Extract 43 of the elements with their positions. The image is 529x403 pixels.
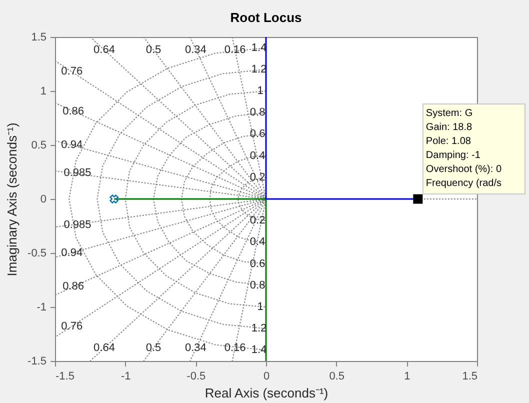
x-axis-title: Real Axis (seconds⁻¹) (204, 386, 328, 400)
annotation: 1 (257, 85, 264, 97)
annotation: 0.16 (224, 44, 246, 56)
x-tick-label: 1.5 (462, 370, 478, 382)
annotation: 0.16 (224, 342, 246, 354)
x-tick-label: -0.5 (186, 370, 206, 382)
annotation: 0.76 (61, 320, 83, 332)
annotation: 0.64 (94, 44, 115, 56)
x-tick-label: 1 (404, 370, 410, 382)
annotation: 0.76 (61, 66, 83, 78)
annotation: 0.5 (146, 342, 162, 354)
annotation: 0.985 (64, 167, 92, 180)
annotation: 0.8 (250, 106, 266, 119)
y-tick-label: 0.5 (31, 140, 46, 152)
annotation: 0.4 (250, 236, 266, 248)
annotation: 0.64 (94, 342, 115, 354)
annotation: 0.2 (250, 214, 266, 227)
x-tick-label: -1.5 (56, 370, 74, 382)
annotation: 1 (257, 301, 264, 313)
annotation: 0.2 (250, 171, 266, 184)
annotation: 0.985 (64, 218, 92, 231)
annotation: 0.4 (250, 150, 266, 162)
annotation: 0.6 (250, 258, 266, 270)
annotation: 0.5 (146, 44, 162, 56)
y-tick-label: 0 (40, 194, 46, 206)
x-tick-label: 0.5 (329, 370, 344, 382)
y-axis-title: Imaginary Axis (seconds⁻¹) (4, 122, 20, 276)
annotation: System: G Gain: 18.8 Pole: 1.08 Damping: -1 Overshoot (%): 0 Frequency (rad/s (426, 108, 502, 189)
annotation: 0.94 (61, 247, 83, 259)
annotation: 0.34 (184, 44, 206, 56)
y-tick-label: -1 (36, 302, 46, 314)
chart-title: Root Locus (230, 10, 302, 25)
y-tick-label: 1.5 (31, 32, 46, 44)
annotation: 0.6 (250, 128, 266, 140)
annotation: 0.86 (62, 280, 84, 292)
annotation: 0.34 (184, 342, 206, 354)
x-tick-label: -1 (120, 370, 131, 382)
annotation: 0.8 (250, 279, 266, 292)
annotation: 0.86 (62, 106, 84, 118)
y-tick-label: -0.5 (28, 248, 46, 260)
x-tick-label: 0 (263, 370, 270, 382)
y-tick-label: -1.5 (28, 356, 46, 368)
y-tick-label: 1 (40, 86, 46, 98)
